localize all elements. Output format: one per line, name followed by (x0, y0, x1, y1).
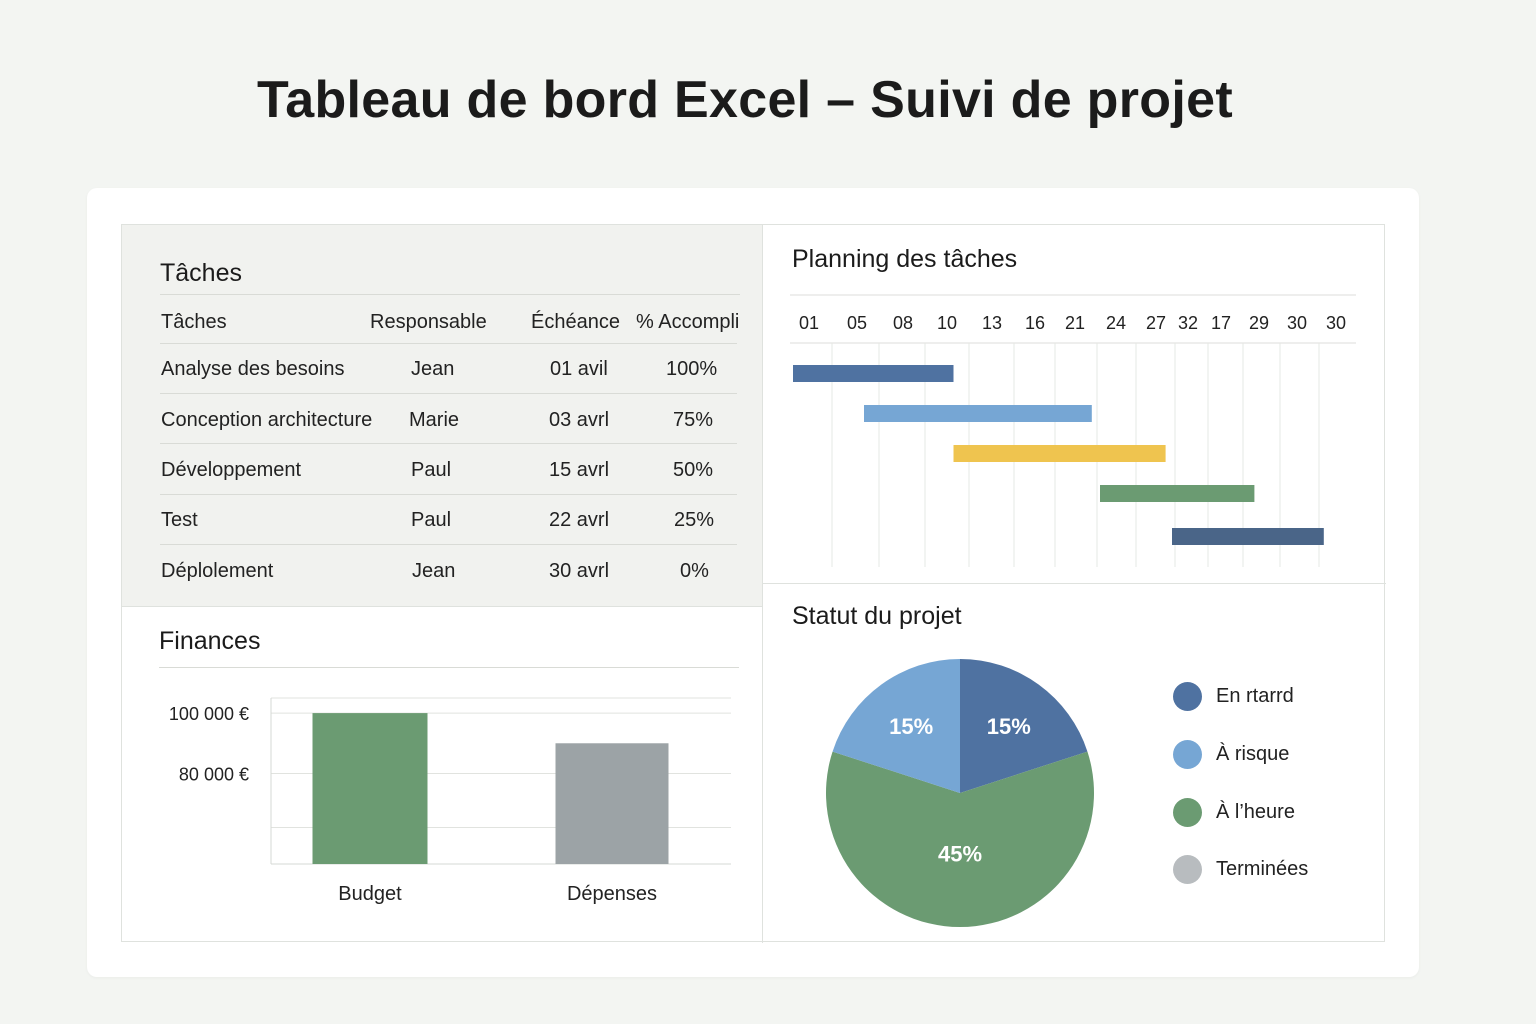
table-row[interactable]: Développement Paul 15 avrl 50% (122, 444, 763, 494)
row-due: 15 avrl (549, 459, 610, 481)
row-pct: 50% (673, 459, 714, 481)
x-tick-label: 08 (893, 313, 913, 333)
row-task: Test (161, 509, 198, 531)
header-task[interactable]: Tâches (161, 311, 227, 333)
x-tick-label: 32 (1178, 313, 1198, 333)
x-tick-label: 27 (1146, 313, 1166, 333)
gantt-bar (1172, 528, 1324, 545)
header-pct[interactable]: % Accompli (636, 311, 740, 333)
gantt-bar (953, 445, 1166, 462)
row-owner: Paul (411, 509, 452, 531)
finances-bar-chart: 80 000 € 100 000 € Budget Dépenses (169, 697, 731, 905)
tasks-panel: Tâches Tâches Responsable Échéance % Acc… (122, 225, 763, 607)
x-tick-label: 13 (982, 313, 1002, 333)
legend-swatch (1173, 740, 1202, 769)
row-task: Déplolement (161, 560, 274, 582)
row-pct: 0% (680, 560, 709, 582)
row-owner: Paul (411, 459, 452, 481)
row-task: Analyse des besoins (161, 358, 345, 380)
x-tick-label: 05 (847, 313, 867, 333)
x-tick-label: 29 (1249, 313, 1269, 333)
x-tick-label: 24 (1106, 313, 1126, 333)
planning-gantt-chart: 01 05 08 10 13 16 21 24 27 32 17 29 30 30 (790, 294, 1356, 567)
y-tick-label: 100 000 € (169, 704, 249, 724)
divider (159, 667, 739, 668)
legend-label: En rtarrd (1216, 685, 1294, 707)
status-title: Statut du projet (792, 602, 962, 630)
divider (160, 294, 740, 295)
bar-budget (312, 713, 428, 864)
x-tick-label: Budget (338, 883, 402, 905)
x-tick-label: 30 (1326, 313, 1346, 333)
bar-depenses (555, 743, 669, 864)
legend-label: Terminées (1216, 858, 1309, 880)
row-owner: Jean (412, 560, 456, 582)
divider (160, 544, 737, 545)
header-owner[interactable]: Responsable (370, 311, 487, 333)
table-row[interactable]: Déplolement Jean 30 avrl 0% (122, 545, 763, 595)
divider (160, 393, 737, 394)
x-tick-label: Dépenses (567, 883, 657, 905)
planning-panel: Planning des tâches 01 05 08 10 13 16 21 24 27 32… (763, 225, 1386, 584)
pie-slice-label: 45% (938, 841, 982, 866)
x-tick-label: 30 (1287, 313, 1307, 333)
divider (160, 343, 737, 344)
finances-panel: Finances 80 000 € 100 000 € Budget Dépenses (122, 607, 763, 943)
row-task: Développement (161, 459, 302, 481)
row-owner: Marie (409, 409, 460, 431)
tasks-title: Tâches (160, 259, 242, 287)
gantt-bar (864, 405, 1092, 422)
x-tick-label: 01 (799, 313, 819, 333)
pie-slice (832, 659, 960, 793)
row-pct: 100% (666, 358, 718, 380)
x-tick-label: 17 (1211, 313, 1231, 333)
row-due: 30 avrl (549, 560, 610, 582)
row-due: 01 avil (550, 358, 608, 380)
row-task: Conception architecture (161, 409, 373, 431)
status-pie-chart: 15% 45% 15% (826, 659, 1094, 928)
divider (160, 494, 737, 495)
row-due: 22 avrl (549, 509, 610, 531)
status-panel: Statut du projet 15% 45% 15% En rtarrd À ri… (763, 584, 1386, 943)
page-title: Tableau de bord Excel – Suivi de projet (257, 71, 1233, 129)
table-row[interactable]: Conception architecture Marie 03 avrl 75… (122, 394, 763, 444)
pie-slice-label: 15% (987, 714, 1031, 739)
legend-label: À risque (1216, 743, 1290, 765)
x-tick-label: 21 (1065, 313, 1085, 333)
x-tick-label: 10 (937, 313, 957, 333)
pie-slice-label: 15% (889, 714, 933, 739)
pie-slice (826, 751, 1094, 928)
legend-swatch (1173, 855, 1202, 884)
gantt-bar (1100, 485, 1255, 502)
gantt-bar (793, 365, 954, 382)
finances-title: Finances (159, 627, 261, 655)
header-due[interactable]: Échéance (531, 311, 620, 333)
planning-title: Planning des tâches (792, 245, 1018, 273)
legend-swatch (1173, 682, 1202, 711)
row-pct: 25% (674, 509, 715, 531)
y-tick-label: 80 000 € (179, 764, 249, 784)
pie-slice (960, 659, 1088, 793)
divider (160, 443, 737, 444)
table-row[interactable]: Test Paul 22 avrl 25% (122, 495, 763, 545)
legend-swatch (1173, 798, 1202, 827)
row-pct: 75% (673, 409, 714, 431)
row-owner: Jean (411, 358, 455, 380)
dashboard-grid: Tâches Tâches Responsable Échéance % Acc… (121, 224, 1386, 943)
x-tick-label: 16 (1025, 313, 1045, 333)
legend-label: À l’heure (1216, 801, 1295, 823)
table-row[interactable]: Analyse des besoins Jean 01 avil 100% (122, 344, 763, 394)
row-due: 03 avrl (549, 409, 610, 431)
